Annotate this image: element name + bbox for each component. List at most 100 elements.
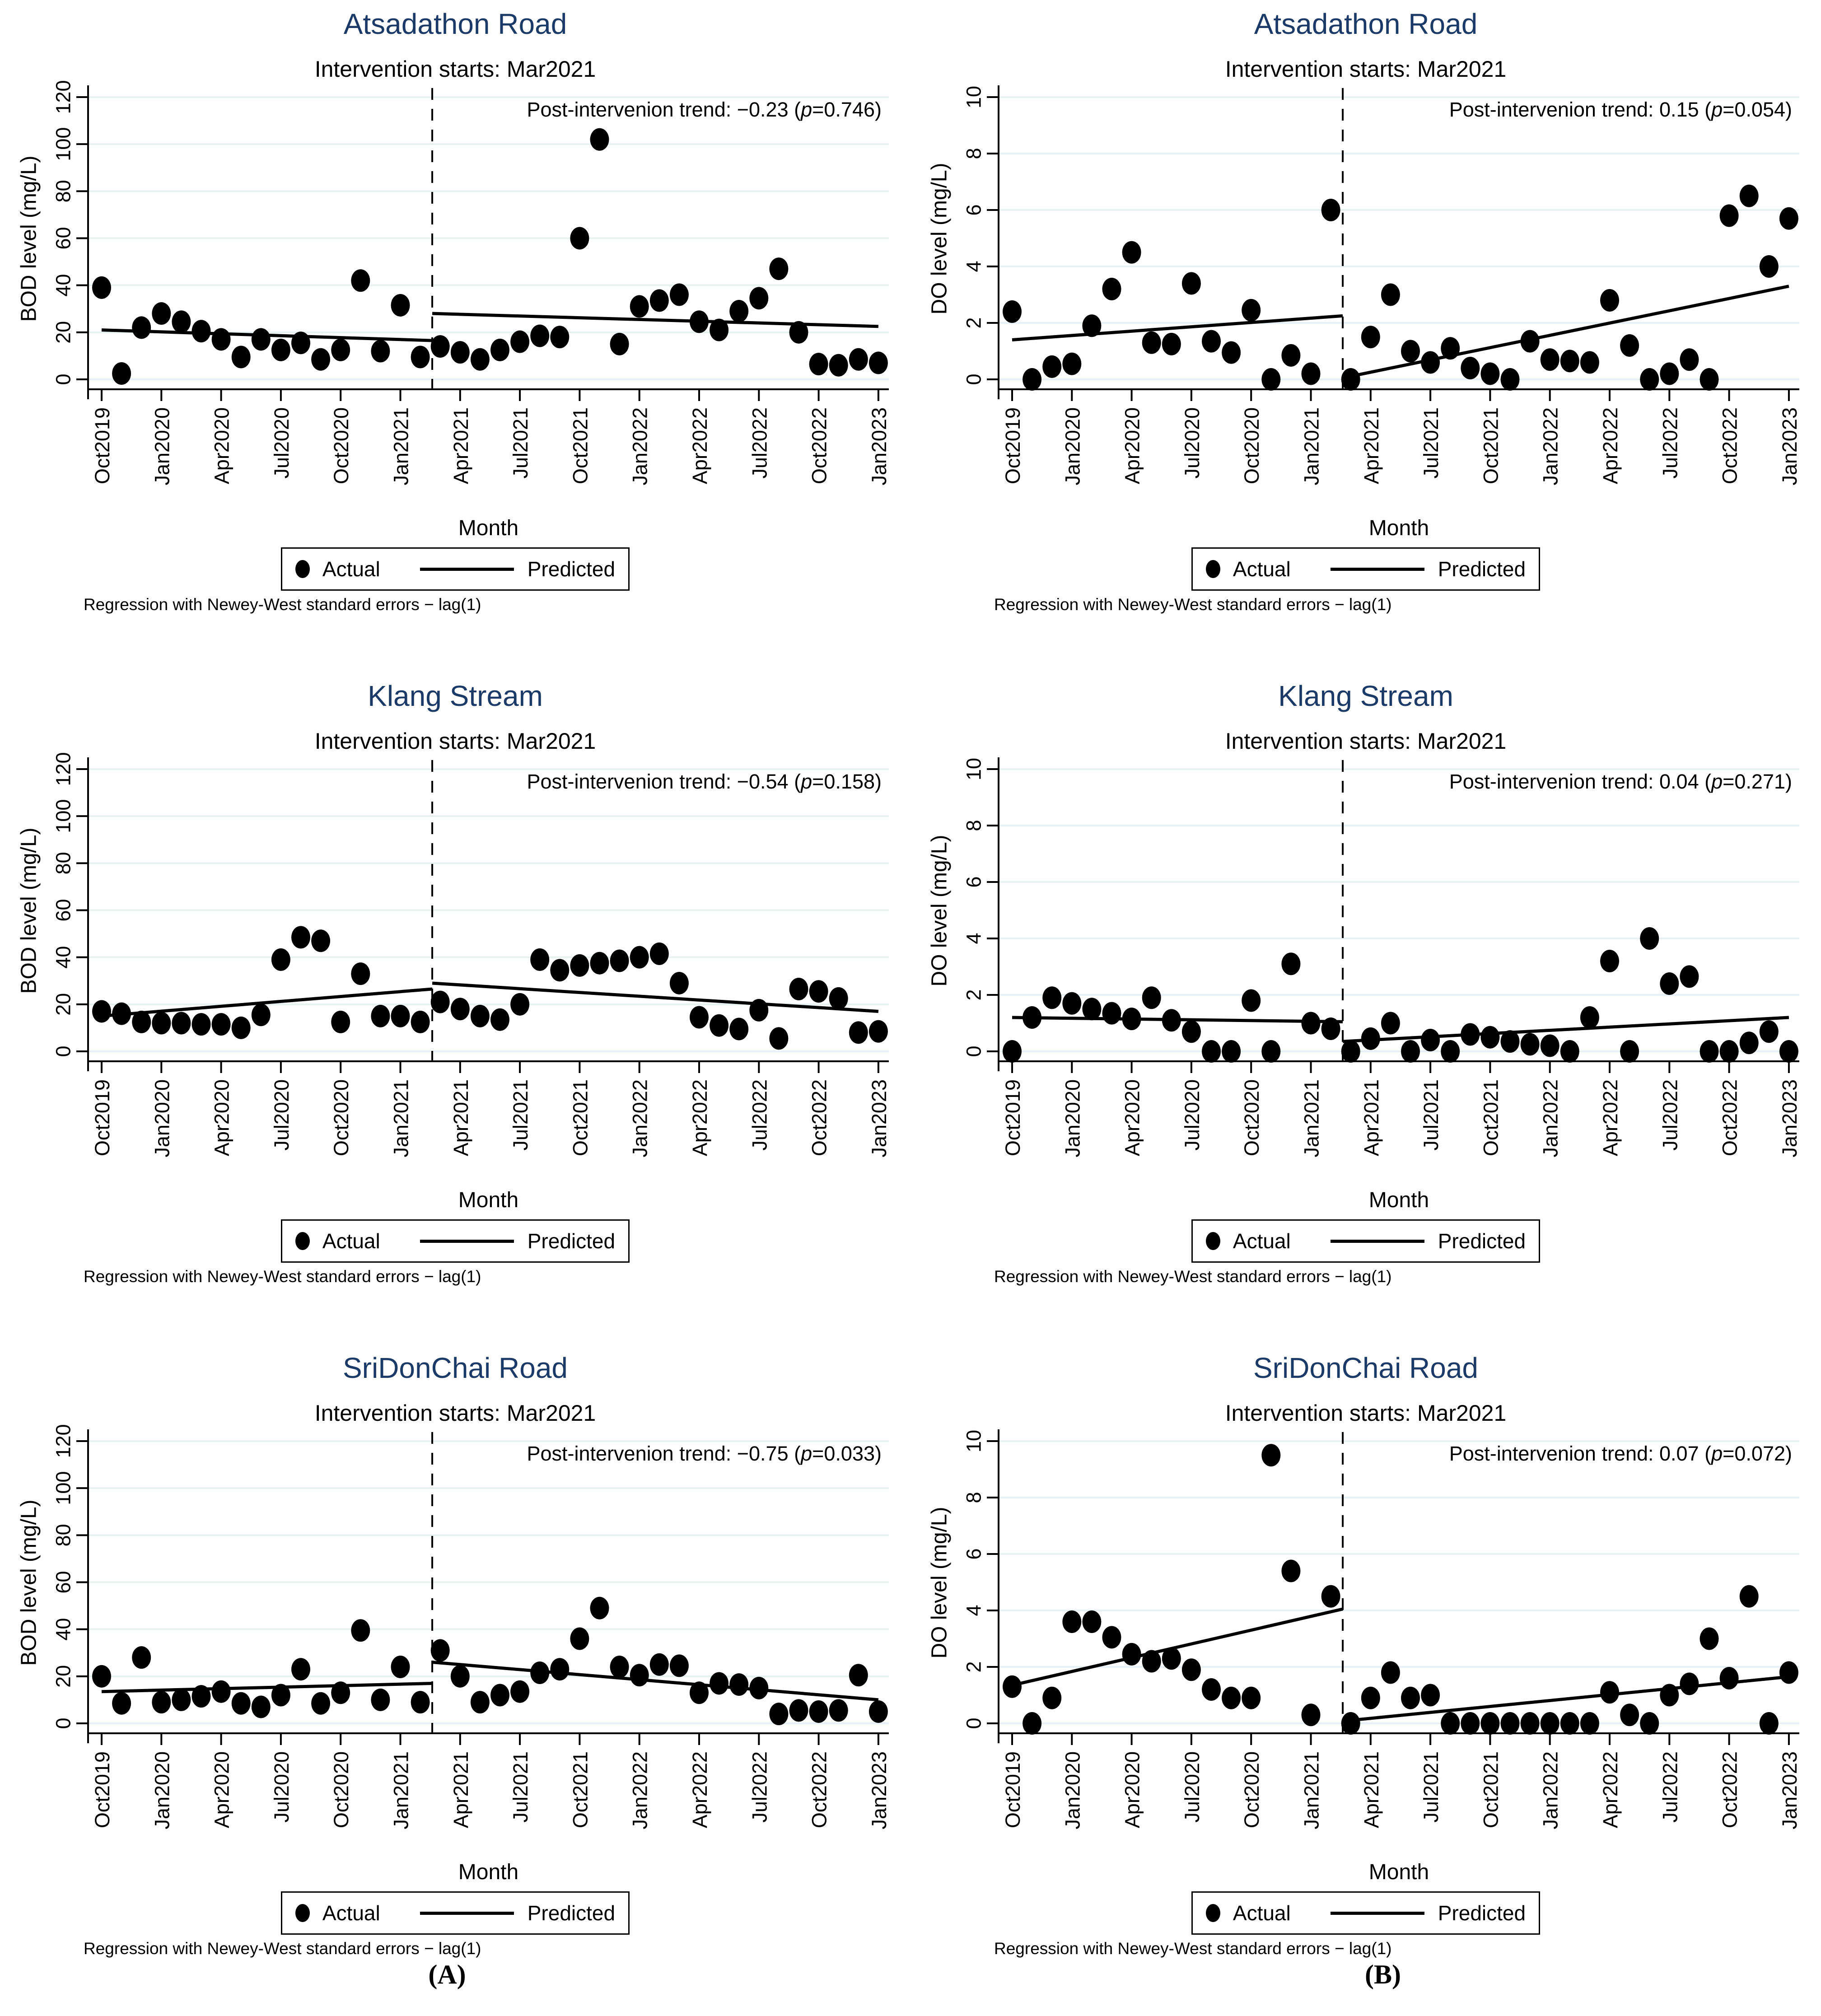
data-point bbox=[1321, 1585, 1340, 1608]
data-point bbox=[1261, 1444, 1281, 1467]
data-point bbox=[470, 1691, 490, 1714]
y-axis-title: DO level (mg/L) bbox=[928, 1507, 952, 1658]
chart-title: SriDonChai Road bbox=[1253, 1352, 1479, 1384]
data-point bbox=[1003, 1040, 1022, 1063]
x-tick-label: Oct2019 bbox=[91, 407, 114, 484]
data-point bbox=[1680, 1672, 1699, 1695]
legend-predicted-line-icon bbox=[1330, 567, 1424, 571]
x-tick-label: Jan2023 bbox=[1778, 1079, 1801, 1157]
regression-note: Regression with Newey-West standard erro… bbox=[84, 1267, 481, 1286]
data-point bbox=[1500, 368, 1520, 391]
x-tick-label: Oct2019 bbox=[91, 1079, 114, 1156]
legend-actual-label: Actual bbox=[322, 1901, 380, 1925]
x-tick-label: Jul2022 bbox=[1658, 407, 1681, 479]
data-point bbox=[112, 362, 131, 385]
legend: Actual Predicted bbox=[1191, 1891, 1540, 1935]
data-point bbox=[1181, 272, 1201, 295]
data-point bbox=[1242, 299, 1261, 322]
x-tick-label: Jan2020 bbox=[150, 407, 173, 485]
x-tick-label: Oct2020 bbox=[1240, 1079, 1263, 1156]
x-tick-label: Jan2021 bbox=[390, 407, 413, 485]
predicted-line-post bbox=[432, 312, 879, 328]
x-tick-label: Jan2023 bbox=[868, 1751, 891, 1829]
predicted-line-post bbox=[1342, 1675, 1789, 1723]
data-point bbox=[211, 328, 231, 351]
y-tick-label: 10 bbox=[962, 86, 985, 108]
data-point bbox=[1281, 1559, 1301, 1582]
chart-subtitle: Intervention starts: Mar2021 bbox=[314, 1400, 596, 1426]
x-tick-label: Jul2021 bbox=[509, 1079, 532, 1151]
data-point bbox=[1281, 344, 1301, 367]
y-tick-label: 6 bbox=[962, 876, 985, 887]
legend-predicted-line-icon bbox=[1330, 1911, 1424, 1915]
data-point bbox=[1759, 1020, 1779, 1043]
x-tick-label: Jul2022 bbox=[748, 1079, 771, 1151]
y-tick-label: 120 bbox=[52, 1424, 75, 1458]
data-point bbox=[649, 289, 669, 312]
data-point bbox=[251, 328, 271, 351]
legend: Actual Predicted bbox=[1191, 547, 1540, 591]
data-point bbox=[610, 332, 629, 355]
x-tick-label: Jul2022 bbox=[1658, 1079, 1681, 1151]
data-point bbox=[1739, 1031, 1759, 1055]
data-point bbox=[1421, 1029, 1440, 1051]
data-point bbox=[1580, 351, 1599, 374]
x-axis-title: Month bbox=[458, 516, 519, 540]
data-point bbox=[411, 345, 430, 369]
y-tick-label: 6 bbox=[962, 204, 985, 215]
y-tick-label: 20 bbox=[52, 321, 75, 344]
data-point bbox=[231, 1692, 251, 1715]
x-tick-label: Jul2020 bbox=[270, 407, 293, 479]
data-point bbox=[1520, 1712, 1540, 1735]
y-tick-label: 60 bbox=[52, 899, 75, 921]
chart-subtitle: Intervention starts: Mar2021 bbox=[1225, 728, 1507, 754]
data-point bbox=[1660, 1684, 1679, 1707]
data-point bbox=[152, 302, 171, 325]
data-point bbox=[1301, 1012, 1321, 1035]
data-point bbox=[630, 1664, 649, 1687]
data-point bbox=[1102, 1626, 1121, 1649]
y-tick-label: 0 bbox=[962, 373, 985, 385]
data-point bbox=[1520, 330, 1540, 353]
chart-title: SriDonChai Road bbox=[342, 1352, 568, 1384]
data-point bbox=[92, 1000, 111, 1023]
predicted-line-pre bbox=[1012, 314, 1343, 341]
y-axis-title: BOD level (mg/L) bbox=[17, 155, 41, 322]
data-point bbox=[1082, 998, 1102, 1021]
data-point bbox=[152, 1691, 171, 1714]
x-axis-title: Month bbox=[1368, 516, 1429, 540]
plot-area: 0 2 4 6 8 10 DO level (mg/L) Oct2019 Jan2020 Apr2… bbox=[928, 1429, 1801, 1829]
x-tick-label: Oct2022 bbox=[808, 1079, 831, 1156]
chart-subtitle: Intervention starts: Mar2021 bbox=[314, 728, 596, 754]
data-point bbox=[191, 1013, 211, 1036]
y-tick-label: 0 bbox=[52, 1045, 75, 1057]
data-point bbox=[371, 340, 390, 363]
data-point bbox=[231, 345, 251, 369]
data-point bbox=[1401, 1686, 1420, 1709]
y-tick-label: 20 bbox=[52, 1665, 75, 1688]
x-tick-label: Apr2021 bbox=[1360, 1751, 1383, 1828]
chart-panel-atsadathon-do: Atsadathon Road Intervention starts: Mar… bbox=[910, 0, 1821, 672]
data-point bbox=[1361, 1027, 1380, 1050]
data-point bbox=[172, 1688, 191, 1711]
data-point bbox=[470, 1004, 490, 1027]
y-tick-label: 20 bbox=[52, 993, 75, 1016]
x-tick-label: Apr2020 bbox=[210, 1751, 233, 1828]
chart-subtitle: Intervention starts: Mar2021 bbox=[1225, 1400, 1507, 1426]
data-point bbox=[690, 310, 709, 333]
data-point bbox=[1441, 1040, 1460, 1063]
x-axis-title: Month bbox=[1368, 1860, 1429, 1884]
predicted-line-pre bbox=[1012, 1607, 1343, 1687]
data-point bbox=[1202, 1040, 1221, 1063]
data-point bbox=[1222, 1040, 1241, 1063]
data-point bbox=[1102, 1002, 1121, 1025]
data-point bbox=[610, 949, 629, 972]
x-tick-label: Jul2021 bbox=[1419, 1079, 1443, 1151]
legend-actual-label: Actual bbox=[1233, 1901, 1291, 1925]
data-point bbox=[351, 269, 370, 292]
data-point bbox=[92, 276, 111, 299]
data-point bbox=[590, 1596, 609, 1619]
x-tick-label: Oct2021 bbox=[1479, 1079, 1502, 1156]
x-tick-label: Apr2021 bbox=[449, 1751, 472, 1828]
y-tick-label: 10 bbox=[962, 758, 985, 780]
